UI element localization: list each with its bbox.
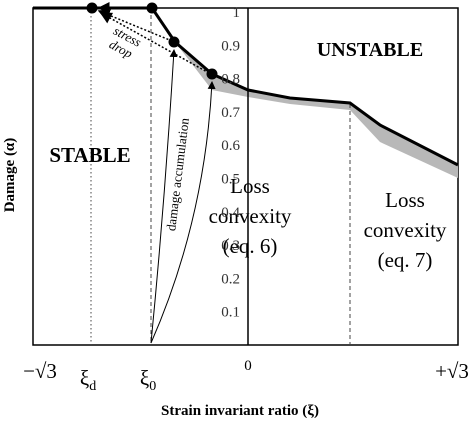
x-tick-symbol: ξ bbox=[140, 366, 149, 390]
y-tick-label: 0.3 bbox=[221, 238, 240, 254]
x-axis-label: Strain invariant ratio (ξ) bbox=[161, 403, 319, 419]
y-ticks: 1 0.9 0.8 0.7 0.6 0.5 0.4 0.3 0.2 0.1 bbox=[221, 5, 240, 321]
x-tick-label: ξd bbox=[80, 366, 96, 394]
y-axis-label: Damage (α) bbox=[2, 138, 18, 213]
x-tick-subscript: d bbox=[89, 379, 96, 394]
loss-convexity-6: (eq. 6) bbox=[223, 234, 278, 258]
stable-label: STABLE bbox=[49, 143, 130, 167]
y-tick-label: 0.6 bbox=[221, 138, 240, 154]
state-point bbox=[206, 68, 218, 80]
y-tick-label: 0.1 bbox=[221, 305, 240, 321]
x-tick-label: +√3 bbox=[435, 359, 469, 383]
state-point bbox=[86, 2, 98, 14]
damage-band bbox=[175, 42, 458, 178]
loss-convexity-6: Loss bbox=[230, 174, 270, 198]
damage-accumulation-arrow bbox=[150, 81, 216, 344]
y-tick-label: 0.5 bbox=[221, 172, 240, 188]
x-tick-subscript: 0 bbox=[149, 379, 156, 394]
loss-convexity-7: convexity bbox=[364, 218, 447, 242]
loss-convexity-7: Loss bbox=[385, 188, 425, 212]
stress-drop-arrow bbox=[99, 12, 210, 74]
unstable-label: UNSTABLE bbox=[317, 39, 423, 61]
state-point bbox=[168, 36, 180, 48]
damage-curve bbox=[33, 6, 459, 167]
x-tick-label: −√3 bbox=[23, 359, 57, 383]
x-tick-label: ξ0 bbox=[140, 366, 156, 394]
y-tick-label: 0.2 bbox=[221, 271, 240, 287]
loss-convexity-6: convexity bbox=[209, 204, 292, 228]
y-tick-label: 0.4 bbox=[221, 205, 240, 221]
loss-convexity-7: (eq. 7) bbox=[378, 248, 433, 272]
y-tick-label: 0.9 bbox=[221, 38, 240, 54]
y-tick-label: 1 bbox=[233, 5, 241, 21]
y-tick-label: 0.7 bbox=[221, 105, 240, 121]
y-tick-label: 0.8 bbox=[221, 72, 240, 88]
x-tick-label: 0 bbox=[244, 358, 252, 374]
damage-accumulation-arrow bbox=[150, 49, 178, 344]
state-point bbox=[146, 2, 158, 14]
damage-accumulation-label: damage accumulation bbox=[163, 117, 192, 232]
x-tick-symbol: ξ bbox=[80, 366, 89, 390]
